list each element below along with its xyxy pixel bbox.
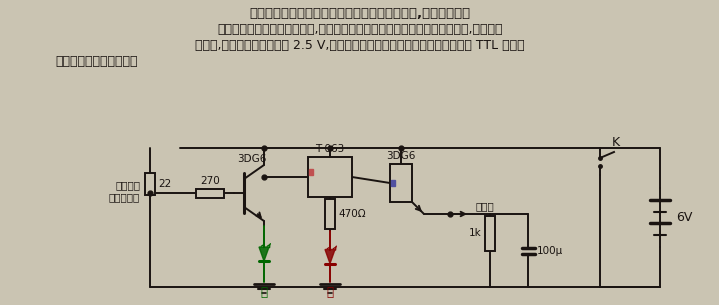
Text: K: K xyxy=(612,137,620,149)
Text: 470Ω: 470Ω xyxy=(338,209,366,219)
Text: 喇叭或耳机: 喇叭或耳机 xyxy=(109,192,140,202)
Text: 1k: 1k xyxy=(470,228,482,239)
Polygon shape xyxy=(325,249,335,264)
Text: 3DG6: 3DG6 xyxy=(237,154,267,164)
Bar xyxy=(196,188,224,198)
Bar xyxy=(308,157,352,197)
Polygon shape xyxy=(391,180,395,186)
Bar xyxy=(325,199,335,229)
Polygon shape xyxy=(259,247,269,261)
Text: 二极管,即表示输入幅度已达 2.5 V,这时抗干扰能力较强。输入信号同时经两级 TTL 反相器: 二极管,即表示输入幅度已达 2.5 V,这时抗干扰能力较强。输入信号同时经两级 … xyxy=(195,39,525,52)
Text: 3DG6: 3DG6 xyxy=(386,151,416,161)
Bar xyxy=(485,216,495,251)
Text: 至微机: 至微机 xyxy=(476,201,495,211)
Text: 红: 红 xyxy=(326,285,334,299)
Text: 和射极跟随器输至微机。: 和射极跟随器输至微机。 xyxy=(55,55,137,68)
Text: 绿色发光二极管指示信号电平,红色发光二极管指示工作状态。调节音量旋钮,点亮发光: 绿色发光二极管指示信号电平,红色发光二极管指示工作状态。调节音量旋钮,点亮发光 xyxy=(217,23,503,36)
Text: 100μ: 100μ xyxy=(536,246,563,256)
Bar xyxy=(390,164,412,202)
Text: 6V: 6V xyxy=(676,211,692,224)
Text: 绿: 绿 xyxy=(260,285,267,299)
Text: 自录音机: 自录音机 xyxy=(115,180,140,190)
Text: T 063: T 063 xyxy=(316,144,344,154)
Polygon shape xyxy=(309,169,313,175)
Text: 22: 22 xyxy=(158,179,171,189)
Text: 本电路输入信号来自录音机的扬声器或耳机插孔,转换到微机。: 本电路输入信号来自录音机的扬声器或耳机插孔,转换到微机。 xyxy=(249,7,470,20)
Text: 270: 270 xyxy=(200,175,220,185)
Bar xyxy=(145,173,155,195)
